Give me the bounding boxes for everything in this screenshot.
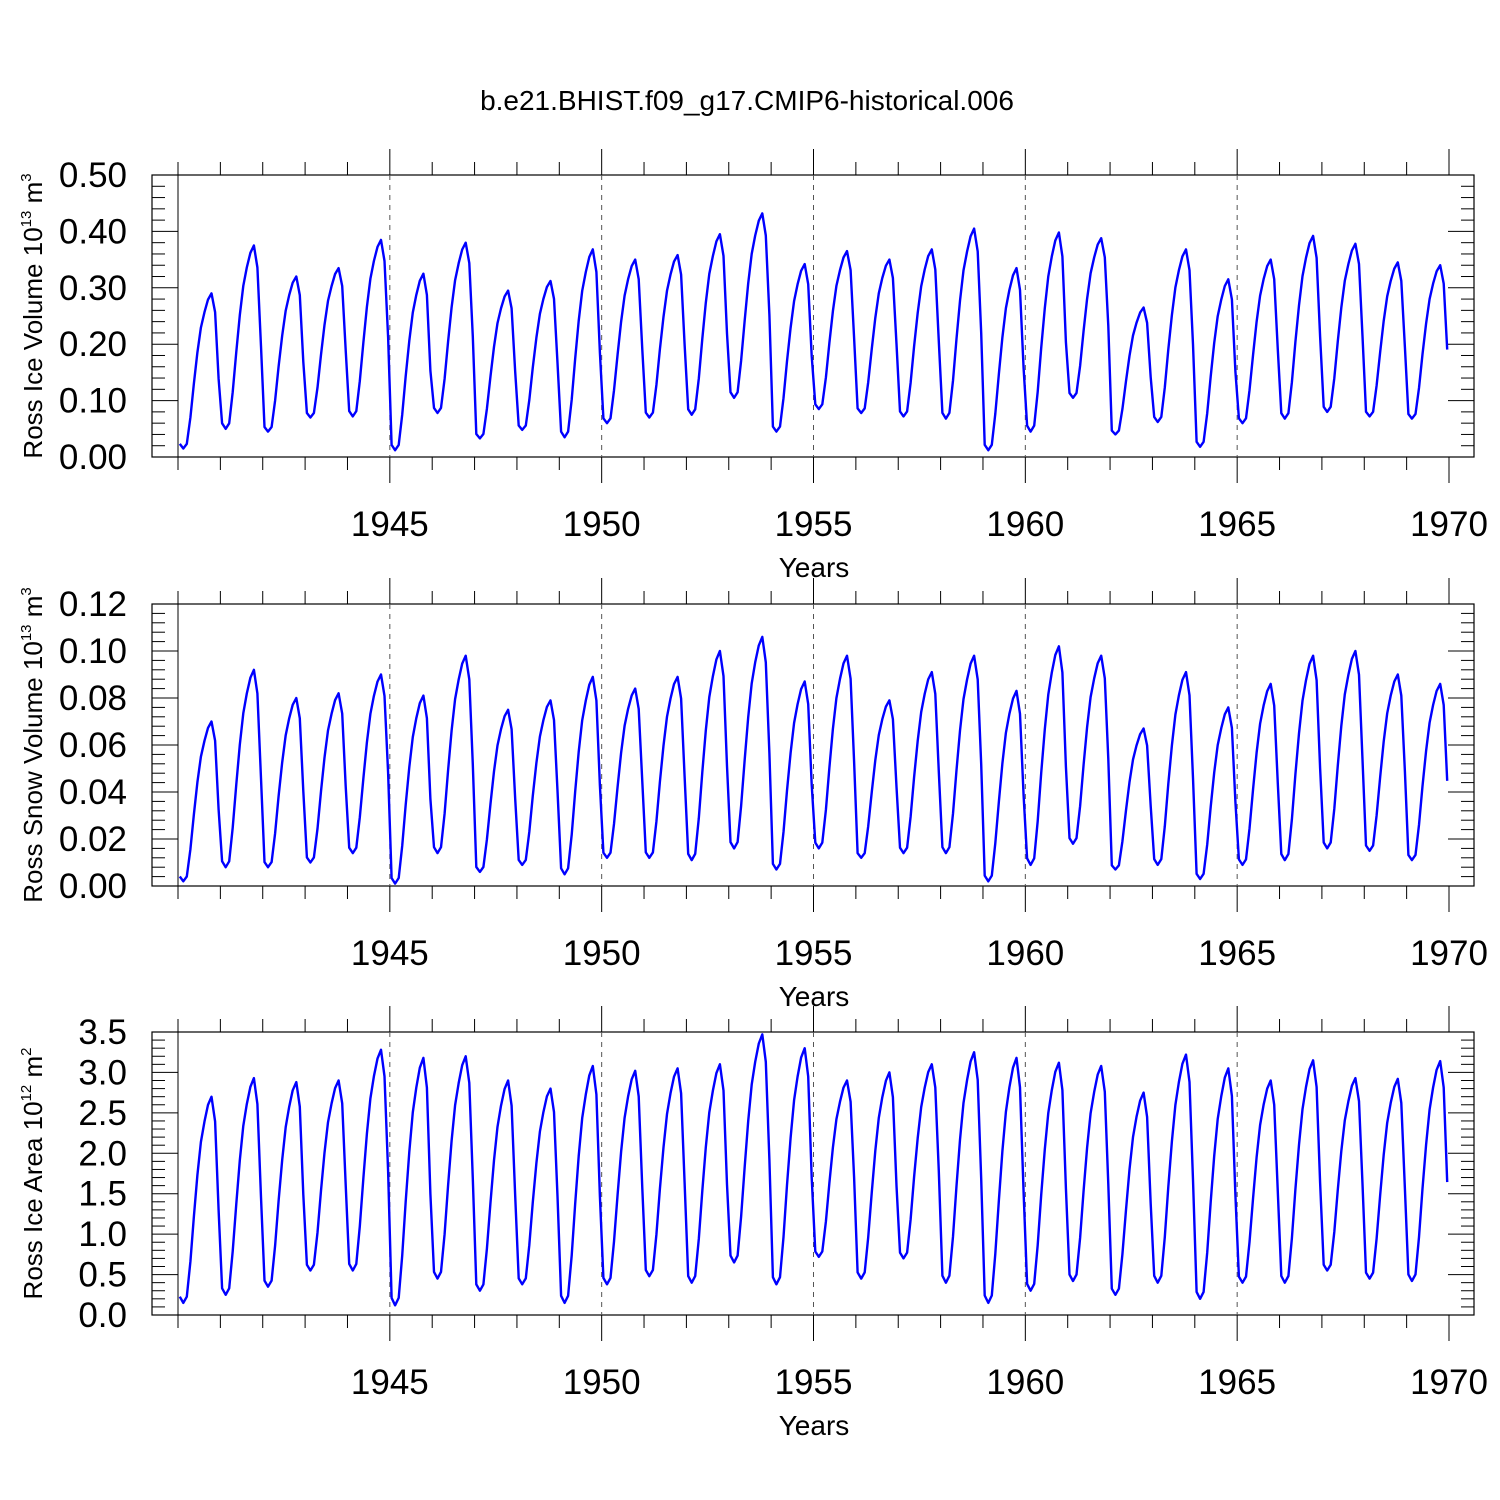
y-tick-label: 2.5	[78, 1094, 127, 1133]
x-axis-label: Years	[779, 1410, 850, 1441]
y-tick-label: 0.0	[78, 1296, 127, 1335]
y-tick-label: 0.5	[78, 1256, 127, 1295]
x-tick-label: 1950	[563, 1363, 641, 1402]
x-tick-label: 1955	[775, 934, 853, 973]
y-axis-label-unit-exp: 2	[18, 1048, 35, 1056]
panel-2: 1945 1950 1955 1960 1965 1970 0.00 0.02 0.04 0.06…	[18, 578, 1488, 1012]
y-axis-label-name: Ross Ice Area 10	[18, 1101, 48, 1299]
x-tick-label: 1960	[986, 934, 1064, 973]
x-tick-label: 1945	[351, 934, 429, 973]
x-tick-label: 1965	[1198, 505, 1276, 544]
series-line	[178, 635, 1449, 885]
x-tick-label: 1965	[1198, 1363, 1276, 1402]
y-tick-label: 3.5	[78, 1013, 127, 1052]
y-axis-label-unit: m	[18, 596, 48, 625]
y-tick-label: 0.40	[59, 212, 127, 251]
y-axis-label: Ross Snow Volume 1013 m3	[18, 587, 48, 903]
figure-title: b.e21.BHIST.f09_g17.CMIP6-historical.006	[480, 85, 1014, 116]
y-axis-label-unit-exp: 3	[18, 587, 35, 595]
x-tick-label: 1945	[351, 1363, 429, 1402]
y-tick-label: 0.04	[59, 773, 127, 812]
y-tick-label: 1.5	[78, 1175, 127, 1214]
y-axis-label-unit-exp: 3	[18, 173, 35, 181]
y-tick-label: 3.0	[78, 1053, 127, 1092]
y-tick-label: 0.02	[59, 820, 127, 859]
x-tick-label: 1945	[351, 505, 429, 544]
panels: 1945 1950 1955 1960 1965 1970 0.00 0.10 0.20 0.30…	[18, 149, 1488, 1441]
series-line	[178, 212, 1449, 452]
y-axis-label-unit: m	[18, 1056, 48, 1085]
x-tick-label: 1955	[775, 505, 853, 544]
series-line	[178, 1033, 1449, 1307]
panel-3: 1945 1950 1955 1960 1965 19700.00.51.01.52.02…	[18, 1006, 1488, 1441]
y-axis-label: Ross Ice Volume 1013 m3	[18, 173, 48, 458]
x-tick-label: 1965	[1198, 934, 1276, 973]
y-tick-label: 0.10	[59, 382, 127, 421]
y-tick-label: 0.12	[59, 585, 127, 624]
y-axis-label-unit: m	[18, 182, 48, 211]
x-tick-label: 1955	[775, 1363, 853, 1402]
y-tick-label: 0.30	[59, 269, 127, 308]
y-axis-label-exp: 13	[18, 211, 35, 228]
y-tick-label: 0.10	[59, 632, 127, 671]
x-tick-label: 1970	[1410, 934, 1488, 973]
x-tick-label: 1950	[563, 505, 641, 544]
y-tick-label: 0.20	[59, 325, 127, 364]
y-axis-label-exp: 12	[18, 1085, 35, 1102]
y-tick-label: 0.50	[59, 156, 127, 195]
y-tick-label: 0.00	[59, 867, 127, 906]
panel-1: 1945 1950 1955 1960 1965 1970 0.00 0.10 0.20 0.30…	[18, 149, 1488, 583]
y-tick-label: 0.06	[59, 726, 127, 765]
x-tick-label: 1970	[1410, 505, 1488, 544]
x-tick-label: 1970	[1410, 1363, 1488, 1402]
y-tick-label: 0.00	[59, 438, 127, 477]
y-axis-label: Ross Ice Area 1012 m2	[18, 1048, 48, 1300]
y-tick-label: 0.08	[59, 679, 127, 718]
y-tick-label: 2.0	[78, 1134, 127, 1173]
x-tick-label: 1960	[986, 505, 1064, 544]
y-axis-label-exp: 13	[18, 624, 35, 641]
x-tick-label: 1960	[986, 1363, 1064, 1402]
x-tick-label: 1950	[563, 934, 641, 973]
y-axis-label-name: Ross Ice Volume 10	[18, 227, 48, 458]
y-axis-label-name: Ross Snow Volume 10	[18, 641, 48, 903]
y-tick-label: 1.0	[78, 1215, 127, 1254]
x-axis-label: Years	[779, 552, 850, 583]
